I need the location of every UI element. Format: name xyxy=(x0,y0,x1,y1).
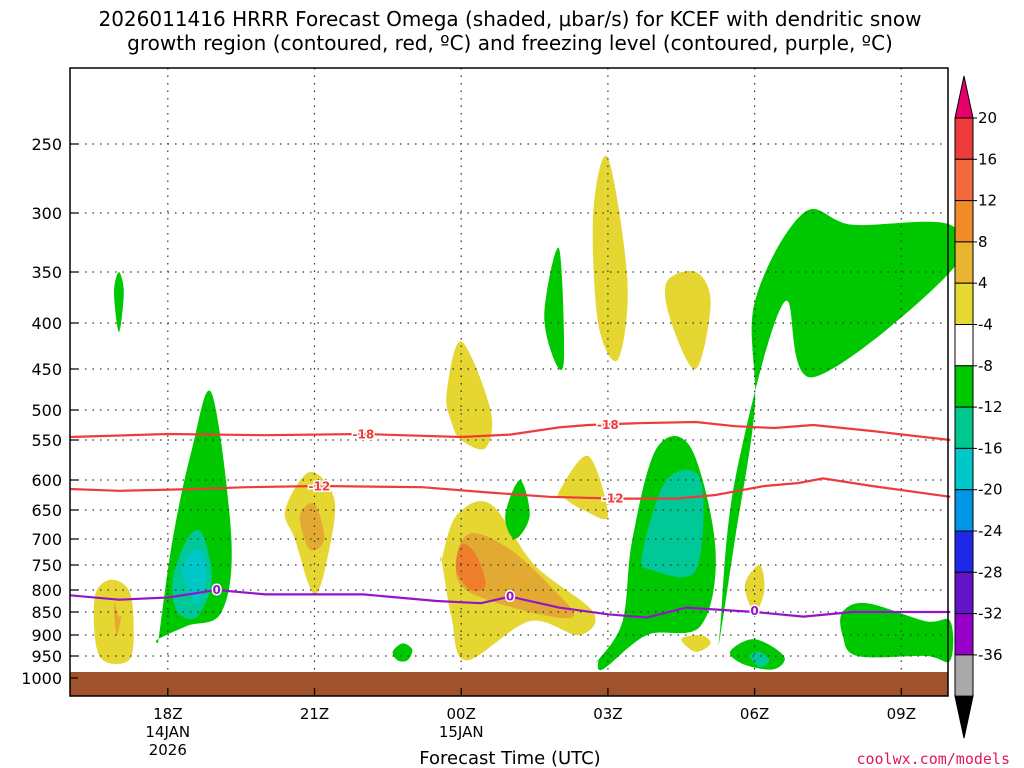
colorbar-label-12: 12 xyxy=(978,192,997,210)
colorbar-swatch-2 xyxy=(954,158,974,202)
omega-region-yellow-12 xyxy=(446,341,493,450)
y-tick-label-550: 550 xyxy=(31,431,62,450)
y-tick-label-500: 500 xyxy=(31,401,62,420)
contour-lines xyxy=(69,420,951,619)
y-tick-label-450: 450 xyxy=(31,360,62,379)
colorbar-bottom-arrow xyxy=(954,695,974,739)
colorbar-swatch-8 xyxy=(954,406,974,449)
omega-region-yellow-17 xyxy=(664,270,711,370)
y-tick-label-900: 900 xyxy=(31,626,62,645)
y-tick-label-700: 700 xyxy=(31,530,62,549)
x-tick-sublabel-14JAN: 14JAN xyxy=(145,723,190,741)
credit-text: coolwx.com/models xyxy=(856,750,1010,768)
y-tick-label-750: 750 xyxy=(31,556,62,575)
colorbar-swatch-11 xyxy=(954,530,974,573)
colorbar-label--12: -12 xyxy=(978,398,1003,416)
x-tick-label-06Z: 06Z xyxy=(740,705,769,723)
x-tick-sublabel-15JAN: 15JAN xyxy=(439,723,484,741)
chart-title-line-2: growth region (contoured, red, ºC) and f… xyxy=(127,31,893,55)
contour-label-red-18-b: -18 xyxy=(597,418,619,432)
colorbar: 20 16 12 8 4 -4 -8 -12 -16 -20 -24 -28 -32 -36 xyxy=(954,75,1003,739)
y-tick-label-300: 300 xyxy=(31,204,62,223)
colorbar-label--36: -36 xyxy=(978,646,1003,664)
colorbar-top-arrow xyxy=(954,75,974,119)
plot-frame xyxy=(69,67,949,697)
omega-shading xyxy=(93,155,965,671)
omega-region-cyan-5 xyxy=(182,549,207,604)
colorbar-label--16: -16 xyxy=(978,439,1003,457)
colorbar-swatch-5 xyxy=(954,282,974,326)
colorbar-label-8: 8 xyxy=(978,233,988,251)
omega-region-yellow-1 xyxy=(93,579,134,665)
y-tick-label-650: 650 xyxy=(31,501,62,520)
x-tick-label-03Z: 03Z xyxy=(593,705,622,723)
omega-region-teal-24 xyxy=(749,651,770,668)
y-tick-label-1000: 1000 xyxy=(21,669,62,688)
omega-region-orange-2 xyxy=(113,602,122,636)
colorbar-label-16: 16 xyxy=(978,150,997,168)
omega-region-yellow-14 xyxy=(557,455,608,520)
omega-region-yellow-21 xyxy=(681,634,711,652)
colorbar-swatch-1 xyxy=(954,117,974,160)
colorbar-label--4: -4 xyxy=(978,316,993,334)
colorbar-label-4: 4 xyxy=(978,274,988,292)
contour-label-red-12: -12 xyxy=(309,480,331,494)
contour-line-0C xyxy=(69,588,951,619)
colorbar-swatch-14 xyxy=(954,654,974,697)
y-tick-label-850: 850 xyxy=(31,603,62,622)
omega-region-yellow-16 xyxy=(592,155,628,362)
x-tick-label-21Z: 21Z xyxy=(300,705,329,723)
colorbar-label--8: -8 xyxy=(978,357,993,375)
x-tick-label-18Z: 18Z xyxy=(153,705,182,723)
colorbar-swatch-3 xyxy=(954,200,974,243)
omega-region-green-0 xyxy=(114,272,124,333)
x-tick-label-00Z: 00Z xyxy=(447,705,476,723)
y-axis-ticks: 250 300 350 400 450 500 550 600 650 700 750 800 850 9… xyxy=(21,135,78,688)
colorbar-label-20: 20 xyxy=(978,109,997,127)
x-tick-sublabel-2026: 2026 xyxy=(149,741,187,759)
colorbar-label--32: -32 xyxy=(978,605,1003,623)
contour-label-purple-0-c: 0 xyxy=(750,604,758,618)
colorbar-swatch-6 xyxy=(954,324,974,367)
y-tick-label-800: 800 xyxy=(31,581,62,600)
omega-region-green-11 xyxy=(392,643,413,662)
omega-region-lightred-10 xyxy=(455,543,486,592)
contour-line--18C xyxy=(69,420,951,442)
y-tick-label-600: 600 xyxy=(31,471,62,490)
x-tick-label-09Z: 09Z xyxy=(887,705,916,723)
grid-lines xyxy=(70,68,948,672)
omega-region-green-20 xyxy=(718,209,965,646)
y-tick-label-400: 400 xyxy=(31,314,62,333)
colorbar-label--24: -24 xyxy=(978,522,1003,540)
y-tick-label-950: 950 xyxy=(31,647,62,666)
contour-label-purple-0: 0 xyxy=(213,583,221,597)
colorbar-swatch-9 xyxy=(954,447,974,491)
omega-region-green-15 xyxy=(544,247,565,371)
ground-surface xyxy=(70,672,948,696)
colorbar-swatch-10 xyxy=(954,489,974,532)
x-axis-label: Forecast Time (UTC) xyxy=(419,748,600,768)
omega-region-yellow-22 xyxy=(744,564,765,613)
omega-region-orange-9 xyxy=(455,532,575,619)
contour-label-purple-0-b: 0 xyxy=(506,590,514,604)
colorbar-label--20: -20 xyxy=(978,481,1003,499)
omega-region-green-25 xyxy=(840,602,954,663)
chart-title-line-1: 2026011416 HRRR Forecast Omega (shaded, … xyxy=(98,7,921,31)
contour-label-red-18: -18 xyxy=(353,428,375,442)
colorbar-swatch-12 xyxy=(954,571,974,615)
colorbar-swatch-4 xyxy=(954,241,974,284)
colorbar-swatch-7 xyxy=(954,365,974,408)
omega-region-green-13 xyxy=(505,480,530,539)
colorbar-swatch-13 xyxy=(954,613,974,656)
contour-line--12C xyxy=(69,477,951,500)
y-tick-label-350: 350 xyxy=(31,263,62,282)
contour-label-red-12-b: -12 xyxy=(602,492,624,506)
colorbar-label--28: -28 xyxy=(978,563,1003,581)
y-tick-label-250: 250 xyxy=(31,135,62,154)
